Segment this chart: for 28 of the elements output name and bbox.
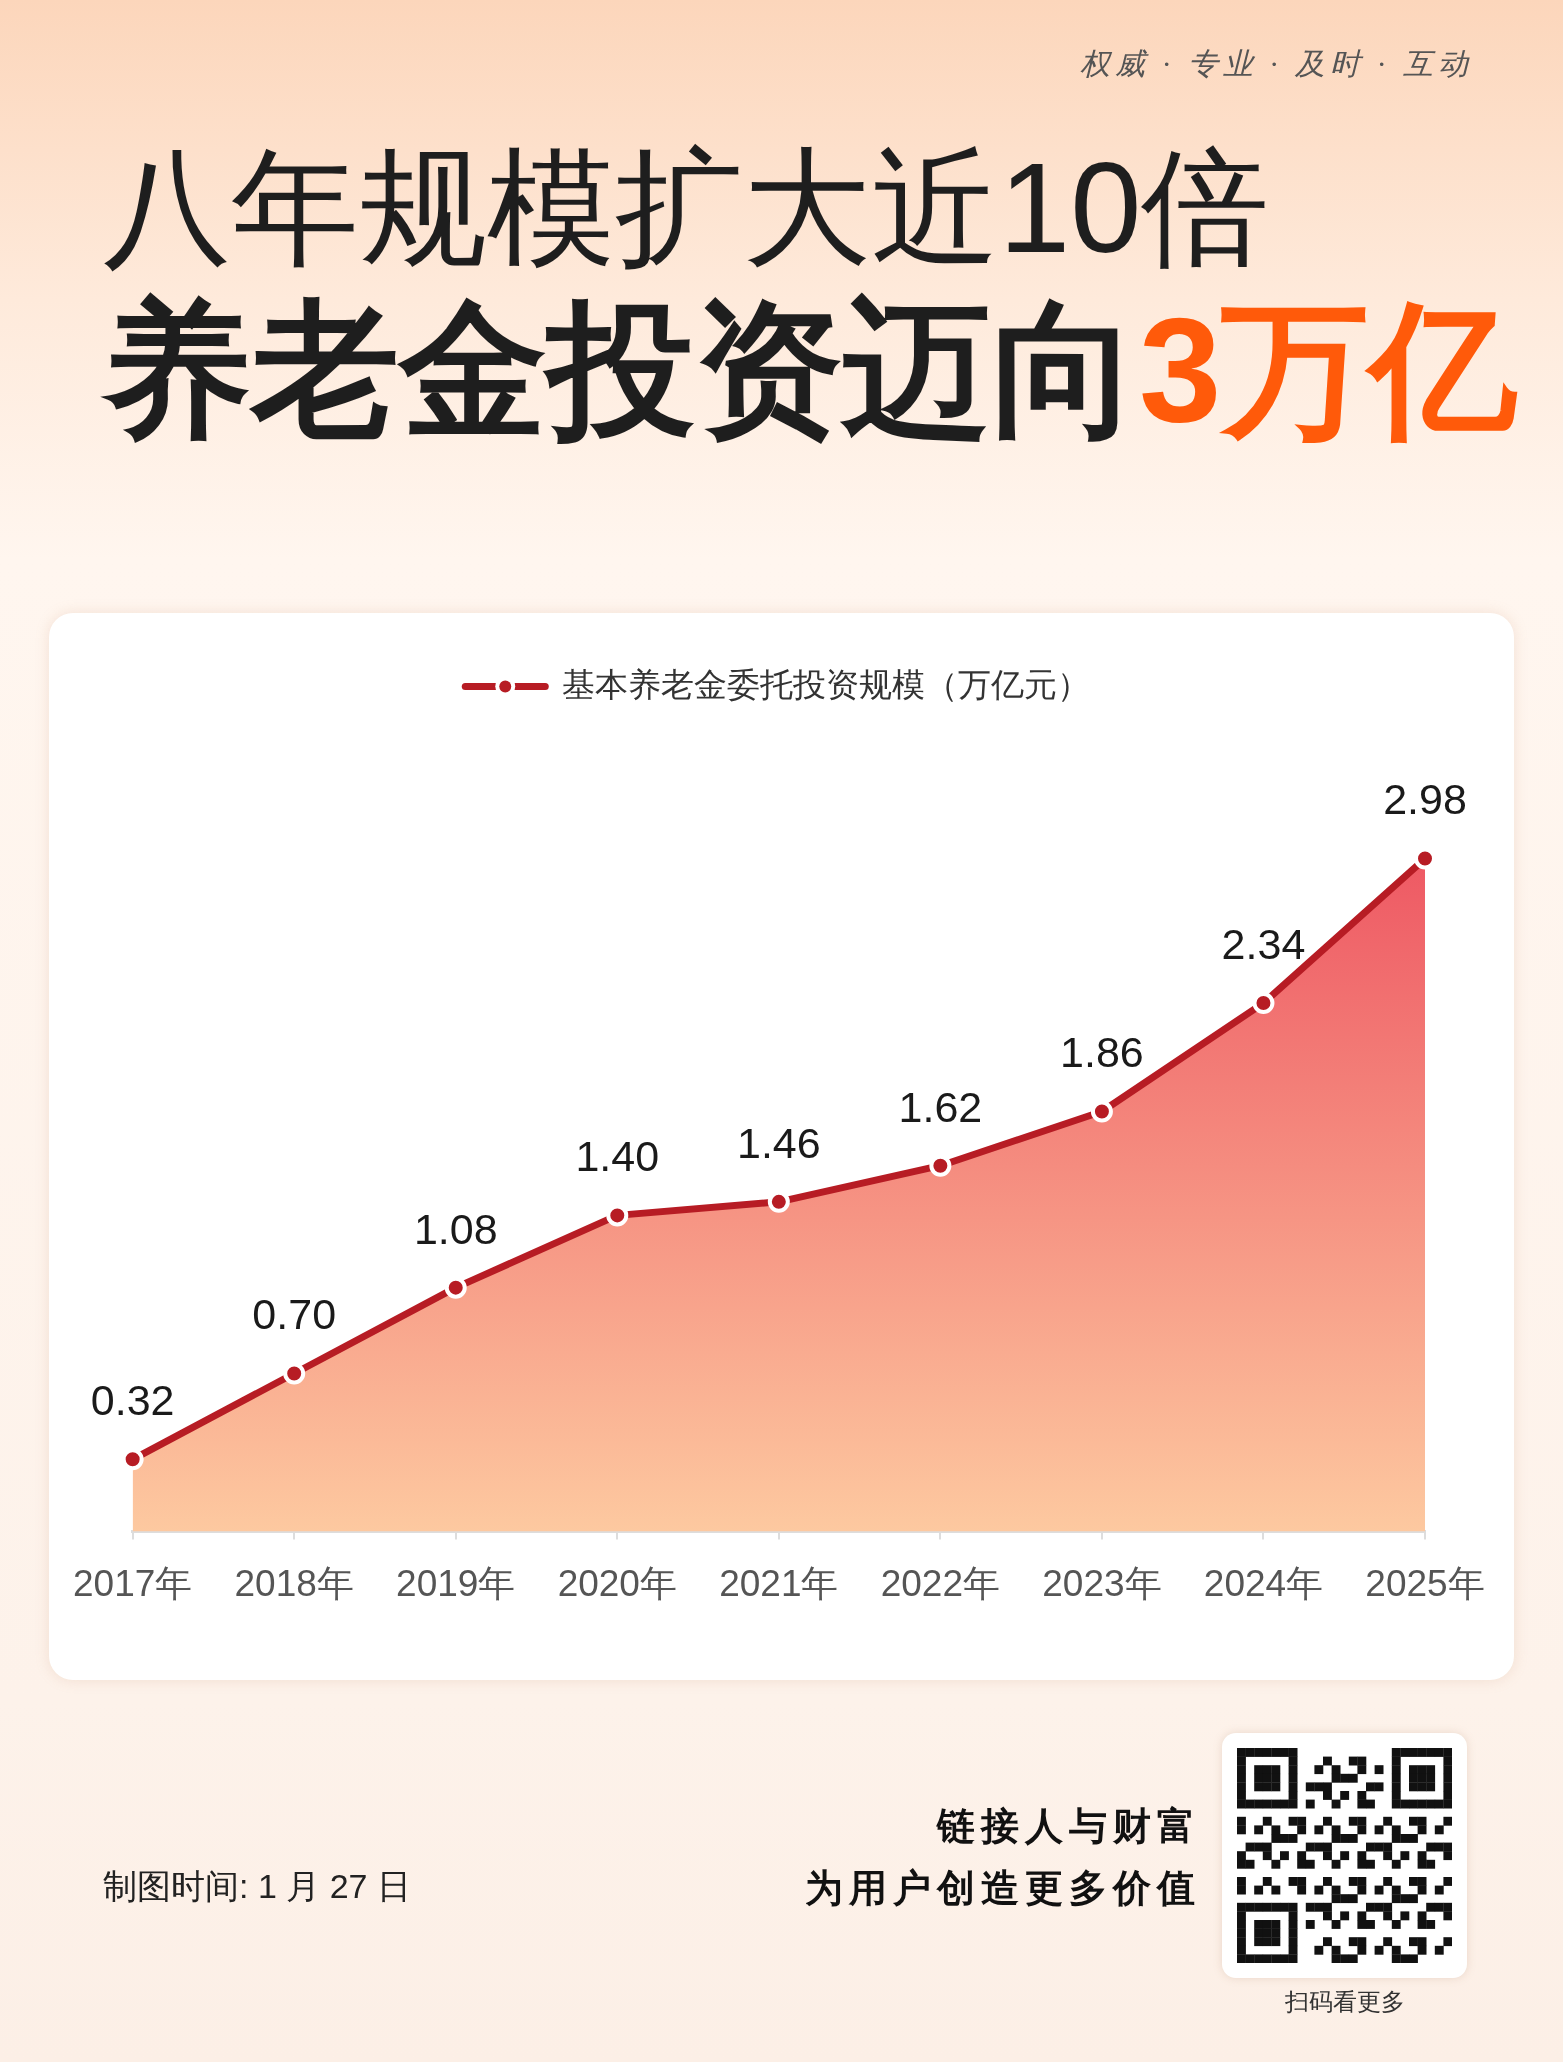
point bbox=[283, 1362, 306, 1385]
data-label: 0.32 bbox=[90, 1376, 175, 1425]
text: 为用户创造更多价值 bbox=[805, 1866, 1201, 1911]
data-label: 0.70 bbox=[252, 1290, 337, 1339]
x-tick-label: 2022年 bbox=[880, 1563, 1001, 1604]
data-label: 1.08 bbox=[413, 1204, 498, 1253]
x-tick-label: 2021年 bbox=[719, 1563, 839, 1604]
data-label: 1.86 bbox=[1060, 1028, 1144, 1077]
data-label: 1.40 bbox=[575, 1132, 660, 1181]
point bbox=[1090, 1100, 1113, 1123]
data-label: 1.62 bbox=[898, 1082, 983, 1131]
x-tick-label: 2025年 bbox=[1365, 1563, 1485, 1604]
data-label: 1.46 bbox=[736, 1118, 821, 1167]
text: 扫码看更多 bbox=[1283, 1988, 1406, 2017]
legend-label: 基本养老金委托投资规模（万亿元） bbox=[561, 665, 1090, 703]
text: 链接人与财富 bbox=[937, 1804, 1201, 1849]
point bbox=[1252, 992, 1275, 1015]
x-tick-label: 2018年 bbox=[234, 1563, 354, 1604]
x-tick-label: 2017年 bbox=[73, 1563, 193, 1604]
data-label: 2.98 bbox=[1383, 775, 1467, 824]
text: 权威 · 专业 · 及时 · 互动 bbox=[1080, 46, 1473, 82]
chart-title: 八年规模扩大近10倍 bbox=[103, 136, 1270, 279]
x-tick-label: 2020年 bbox=[557, 1563, 677, 1604]
data-label: 2.34 bbox=[1221, 919, 1306, 968]
x-tick-label: 2023年 bbox=[1042, 1563, 1162, 1604]
x-tick-label: 2019年 bbox=[396, 1563, 516, 1604]
text: 制图时间: 1 月 27 日 bbox=[103, 1866, 411, 1907]
x-tick-label: 2024年 bbox=[1203, 1563, 1324, 1604]
